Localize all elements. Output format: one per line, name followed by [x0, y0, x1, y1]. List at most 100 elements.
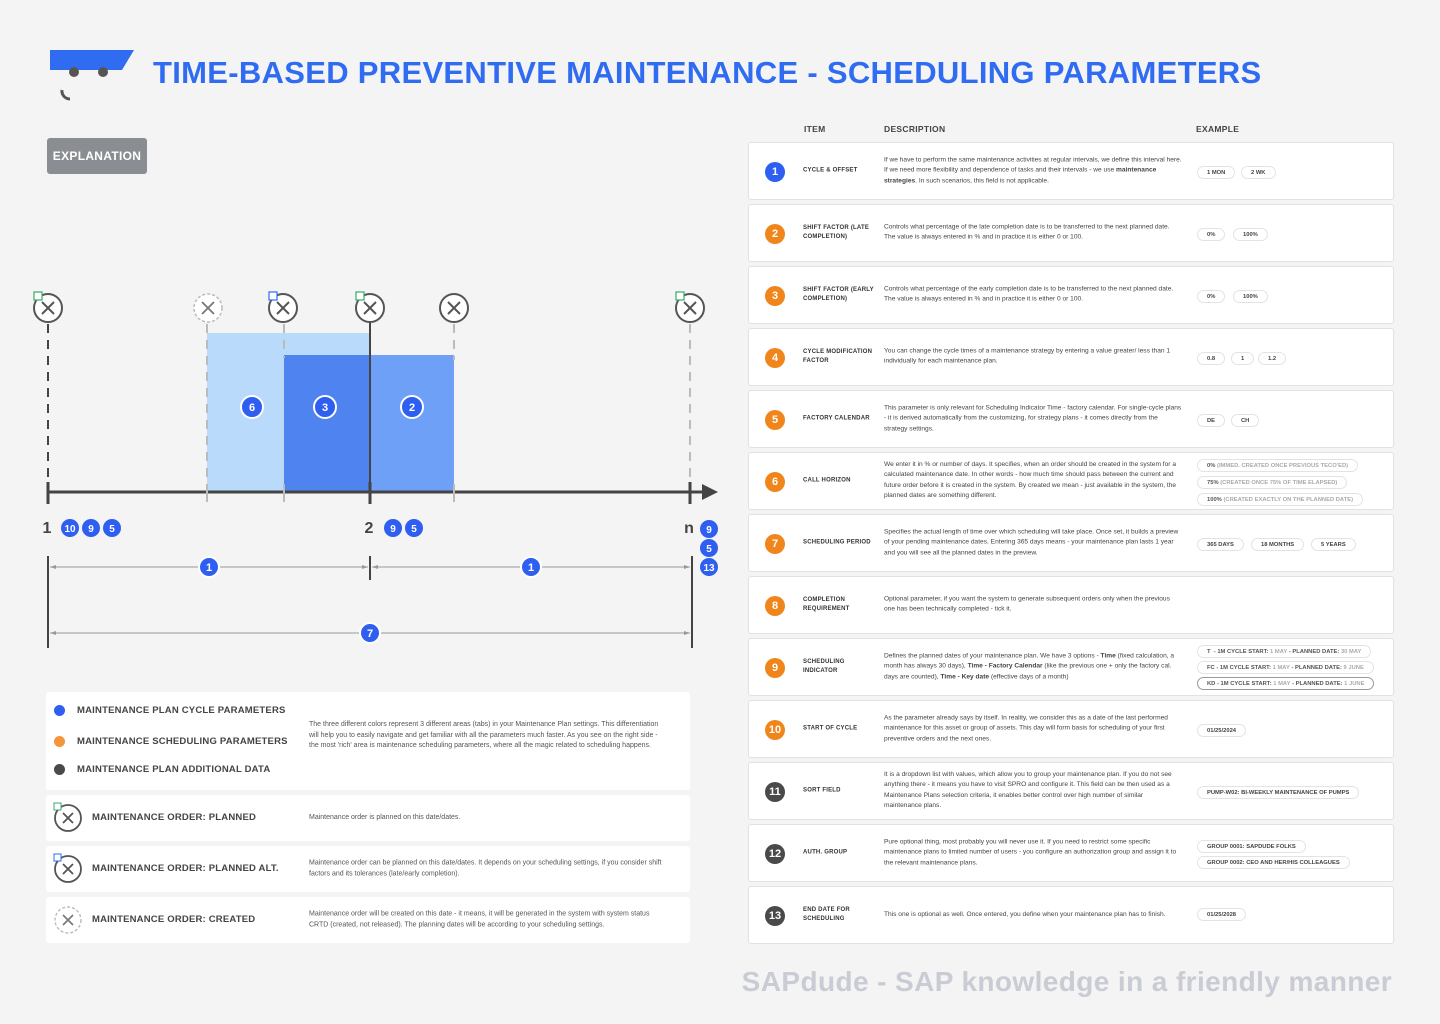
- row-desc: This one is optional as well. Once enter…: [884, 910, 1166, 918]
- row-number: 2: [765, 224, 785, 244]
- legend-order-planned: MAINTENANCE ORDER: PLANNED Maintenance o…: [46, 795, 690, 841]
- legend-item: MAINTENANCE PLAN ADDITIONAL DATA: [46, 757, 690, 781]
- badge-factory-calendar: 5: [103, 519, 121, 537]
- header-example: EXAMPLE: [1196, 124, 1240, 134]
- blue-dot-icon: [54, 704, 65, 716]
- late-completion-block: [370, 355, 454, 492]
- legend-label: MAINTENANCE PLAN ADDITIONAL DATA: [77, 763, 271, 775]
- svg-text:1: 1: [528, 562, 534, 574]
- created-order-icon: [54, 906, 82, 934]
- example-chip: 0%: [1197, 290, 1226, 303]
- table-row-sort-field: 11 SORT FIELD It is a dropdown list with…: [748, 762, 1394, 820]
- legend-item: MAINTENANCE PLAN CYCLE PARAMETERS: [46, 698, 690, 722]
- legend-label: MAINTENANCE ORDER: PLANNED: [92, 812, 257, 823]
- planned-alt-order-icon: [268, 291, 298, 323]
- row-number: 10: [765, 720, 785, 740]
- example-chip: 0% (IMMED. CREATED ONCE PREVIOUS TECO'ED…: [1197, 459, 1359, 472]
- footer-tagline: SAPdude - SAP knowledge in a friendly ma…: [741, 966, 1392, 997]
- created-order-icon: [193, 293, 223, 323]
- example-chip: CH: [1231, 414, 1260, 427]
- row-number: 4: [765, 348, 785, 368]
- orange-dot-icon: [54, 735, 65, 747]
- row-item: SORT FIELD: [803, 787, 841, 794]
- svg-text:9: 9: [390, 524, 396, 535]
- badge-scheduling-indicator: 9: [82, 519, 100, 537]
- row-desc: It is a dropdown list with values, which…: [884, 771, 1172, 810]
- badge-scheduling-indicator: 9: [384, 519, 402, 537]
- header-description: DESCRIPTION: [884, 124, 946, 134]
- legend-label: MAINTENANCE SCHEDULING PARAMETERS: [77, 735, 288, 747]
- row-number: 9: [765, 658, 785, 678]
- example-chip: 2 WK: [1241, 166, 1276, 179]
- row-desc: You can change the cycle times of a main…: [884, 347, 1171, 365]
- row-item: AUTH. GROUP: [803, 849, 848, 856]
- row-number: 8: [765, 596, 785, 616]
- row-number: 13: [765, 906, 785, 926]
- table-row-shift-late: 2 SHIFT FACTOR (LATE COMPLETION) Control…: [748, 204, 1394, 262]
- row-number: 11: [765, 782, 785, 802]
- row-item: SCHEDULING PERIOD: [803, 539, 871, 546]
- svg-text:7: 7: [367, 628, 373, 640]
- explanation-button[interactable]: EXPLANATION: [47, 138, 147, 174]
- example-chip: 0%: [1197, 228, 1226, 241]
- svg-text:9: 9: [88, 524, 94, 535]
- example-chip: 100%: [1233, 228, 1268, 241]
- example-chip: 18 MONTHS: [1251, 538, 1305, 551]
- legend-label: MAINTENANCE ORDER: CREATED: [92, 914, 256, 925]
- example-chip: GROUP 0001: SAPDUDE FOLKS: [1197, 840, 1306, 853]
- example-chip: 01/25/2024: [1197, 724, 1247, 737]
- planned-order-icon: [675, 291, 705, 323]
- badge-scheduling-period: 7: [359, 622, 381, 644]
- table-row-start-of-cycle: 10 START OF CYCLE As the parameter alrea…: [748, 700, 1394, 758]
- legend-desc: Maintenance order is planned on this dat…: [309, 813, 461, 821]
- svg-text:3: 3: [322, 402, 328, 414]
- badge-factory-calendar: 5: [405, 519, 423, 537]
- row-number: 6: [765, 472, 785, 492]
- header-item: ITEM: [804, 124, 826, 134]
- svg-text:1: 1: [206, 562, 212, 574]
- row-item: CYCLE & OFFSET: [803, 167, 858, 174]
- sapdude-logo: [50, 50, 134, 101]
- row-desc: Pure optional thing, most probably you w…: [884, 838, 1177, 867]
- badge-end-date: 13: [700, 558, 718, 576]
- legend-categories: MAINTENANCE PLAN CYCLE PARAMETERS MAINTE…: [46, 692, 690, 790]
- badge-call-horizon: 6: [240, 395, 264, 419]
- example-chip: GROUP 0002: CEO AND HER/HIS COLLEAGUES: [1197, 856, 1350, 869]
- row-number: 7: [765, 534, 785, 554]
- table-row-end-date: 13 END DATE FOR SCHEDULING This one is o…: [748, 886, 1394, 944]
- badge-cycle-1: 1: [198, 556, 220, 578]
- table-row-cycle-offset: 1 CYCLE & OFFSET If we have to perform t…: [748, 142, 1394, 200]
- legend-label: MAINTENANCE ORDER: PLANNED ALT.: [92, 863, 279, 874]
- svg-text:5: 5: [109, 524, 115, 535]
- example-chip: 100% (CREATED EXACTLY ON THE PLANNED DAT…: [1197, 493, 1364, 506]
- legend-categories-desc: The three different colors represent 3 d…: [309, 721, 659, 749]
- row-item: SCHEDULING INDICATOR: [803, 659, 845, 674]
- row-number: 3: [765, 286, 785, 306]
- row-desc: Controls what percentage of the early co…: [884, 285, 1174, 303]
- example-chip: 5 YEARS: [1311, 538, 1356, 551]
- example-chip: 1 MON: [1197, 166, 1236, 179]
- example-chip: 0.8: [1197, 352, 1226, 365]
- page-title: TIME-BASED PREVENTIVE MAINTENANCE - SCHE…: [153, 55, 1262, 90]
- legend-desc: Maintenance order can be planned on this…: [309, 859, 662, 878]
- planned-order-icon: [355, 291, 385, 323]
- example-chip: PUMP-W02: BI-WEEKLY MAINTENANCE OF PUMPS: [1197, 786, 1360, 799]
- row-desc: Specifies the actual length of time over…: [884, 528, 1179, 557]
- row-number: 1: [765, 162, 785, 182]
- table-row-scheduling-period: 7 SCHEDULING PERIOD Specifies the actual…: [748, 514, 1394, 572]
- example-chip: FC - 1M CYCLE START: 1 MAY - PLANNED DAT…: [1197, 661, 1374, 674]
- axis-arrow: [702, 484, 718, 500]
- table-row-scheduling-indicator: 9 SCHEDULING INDICATOR Defines the plann…: [748, 638, 1394, 696]
- planned-alt-order-icon: [439, 293, 469, 323]
- table-row-call-horizon: 6 CALL HORIZON We enter it in % or numbe…: [748, 452, 1394, 510]
- early-completion-block: [284, 355, 370, 492]
- badge-start-of-cycle: 10: [61, 519, 79, 537]
- badge-scheduling-indicator: 9: [700, 520, 718, 538]
- example-chip: KD - 1M CYCLE START: 1 MAY - PLANNED DAT…: [1197, 677, 1375, 690]
- svg-text:6: 6: [249, 402, 255, 414]
- example-chip: 365 DAYS: [1197, 538, 1244, 551]
- planned-order-icon: [33, 291, 63, 323]
- svg-text:13: 13: [703, 563, 715, 574]
- example-chip: 75% (CREATED ONCE 75% OF TIME ELAPSED): [1197, 476, 1348, 489]
- row-desc: As the parameter already says by itself.…: [884, 714, 1168, 743]
